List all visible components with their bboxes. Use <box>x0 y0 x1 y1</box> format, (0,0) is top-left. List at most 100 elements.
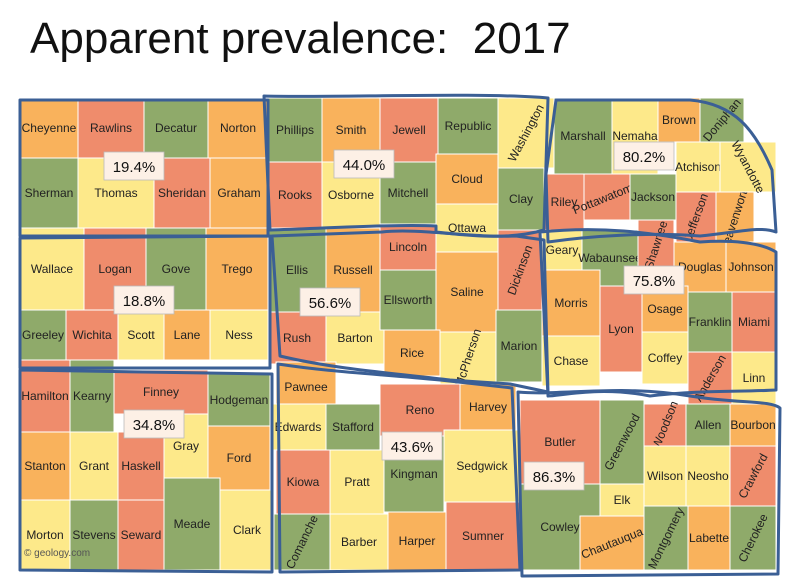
county-brown: Brown <box>657 97 701 143</box>
county-shape <box>497 229 543 311</box>
county-neosho: Neosho <box>685 445 731 507</box>
county-shape <box>205 227 269 311</box>
county-shape <box>583 173 631 221</box>
region-outline-se <box>516 389 782 578</box>
prevalence-label-wc: 18.8% <box>113 285 175 315</box>
county-greenwood: Greenwood <box>599 399 645 485</box>
county-layer: Cheyenne Rawlins Decatur Norton Phillips Smit… <box>19 96 777 571</box>
prevalence-value: 56.6% <box>309 295 352 312</box>
county-shape <box>445 501 521 571</box>
county-label: Sheridan <box>158 186 206 200</box>
county-label: Rawlins <box>90 121 132 135</box>
county-label: Neosho <box>687 469 729 483</box>
county-lane: Lane <box>163 309 211 361</box>
region-outline-c <box>270 229 550 394</box>
county-label: Kingman <box>390 467 437 481</box>
county-shape <box>163 477 221 571</box>
county-label: Logan <box>98 262 131 276</box>
county-label: Douglas <box>678 260 722 274</box>
county-shape <box>729 403 777 447</box>
county-morris: Morris <box>541 269 601 337</box>
county-sheridan: Sheridan <box>153 157 211 229</box>
county-hodgeman: Hodgeman <box>207 373 271 427</box>
county-finney: Finney <box>113 369 209 415</box>
county-lyon: Lyon <box>599 285 643 373</box>
prevalence-value: 80.2% <box>623 149 666 166</box>
county-label: Rush <box>283 331 311 345</box>
county-linn: Linn <box>731 351 777 405</box>
county-haskell: Haskell <box>117 431 165 501</box>
county-rawlins: Rawlins <box>77 97 145 159</box>
county-label: Ness <box>225 328 252 342</box>
county-shape <box>439 331 497 385</box>
county-label: Geary <box>546 243 579 257</box>
county-chautauqua: Chautauqua <box>579 515 645 571</box>
prevalence-value: 44.0% <box>343 157 386 174</box>
county-label: Smith <box>336 123 367 137</box>
county-label: Barton <box>337 331 372 345</box>
county-label: Grant <box>79 459 110 473</box>
county-sedgwick: Sedgwick <box>443 429 521 503</box>
county-label: Morton <box>26 528 63 542</box>
county-shape <box>443 429 521 503</box>
county-shawnee: Shawnee <box>637 219 675 271</box>
county-chase: Chase <box>541 335 601 387</box>
county-label: Bourbon <box>730 418 775 432</box>
prevalence-label-box <box>123 409 185 439</box>
county-shape <box>541 335 601 387</box>
region-outline-sw <box>18 368 274 574</box>
prevalence-label-box <box>103 151 165 181</box>
county-label: Edwards <box>275 420 322 434</box>
county-shape <box>599 483 645 517</box>
county-greeley: Greeley <box>19 309 67 361</box>
county-marshall: Marshall <box>553 97 613 175</box>
county-stevens: Stevens <box>69 499 119 571</box>
county-label: Clay <box>509 192 533 206</box>
county-label: Marshall <box>560 129 605 143</box>
county-shape <box>729 445 777 507</box>
county-label: Labette <box>689 531 729 545</box>
county-cherokee: Cherokee <box>729 505 777 571</box>
county-label: Jewell <box>392 123 425 137</box>
county-wichita: Wichita <box>65 309 119 361</box>
county-grant: Grant <box>69 431 119 501</box>
county-harper: Harper <box>387 511 447 571</box>
county-label: Hodgeman <box>210 393 269 407</box>
county-label: Franklin <box>689 315 732 329</box>
prevalence-value: 43.6% <box>391 439 434 456</box>
county-label: Harper <box>399 534 436 548</box>
county-shape <box>19 227 85 311</box>
prevalence-label-c: 56.6% <box>299 287 361 317</box>
prevalence-label-box <box>523 461 585 491</box>
county-shape <box>379 269 437 331</box>
county-label: Thomas <box>94 186 137 200</box>
county-label: Scott <box>127 328 155 342</box>
county-wallace: Wallace <box>19 227 85 311</box>
county-ness: Ness <box>209 309 269 361</box>
county-coffey: Coffey <box>641 331 689 385</box>
county-shape <box>579 515 645 571</box>
county-cheyenne: Cheyenne <box>19 97 79 159</box>
county-graham: Graham <box>209 157 269 229</box>
county-label: Coffey <box>648 351 682 365</box>
county-label: Rice <box>400 346 424 360</box>
county-shape <box>325 311 385 365</box>
county-marion: Marion <box>495 309 543 383</box>
county-label: Stafford <box>332 420 374 434</box>
county-shape <box>643 505 689 571</box>
prevalence-label-sc: 43.6% <box>381 431 443 461</box>
county-crawford: Crawford <box>729 445 777 507</box>
region-outline-wc <box>18 234 272 370</box>
county-montgomery: Montgomery <box>643 505 689 571</box>
county-label: Graham <box>217 186 260 200</box>
prevalence-value: 34.8% <box>133 417 176 434</box>
county-shape <box>685 403 731 447</box>
county-shape <box>699 97 745 143</box>
region-outline-sc <box>276 362 522 574</box>
county-label: Ellsworth <box>384 293 433 307</box>
county-miami: Miami <box>731 291 777 353</box>
county-morton: Morton <box>19 499 71 571</box>
county-label: Saline <box>450 285 484 299</box>
county-label: Lincoln <box>389 240 427 254</box>
